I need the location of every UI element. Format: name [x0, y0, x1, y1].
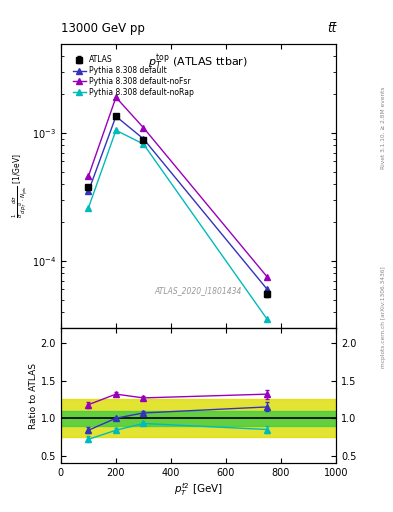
Pythia 8.308 default — [86, 188, 91, 195]
Pythia 8.308 default-noFsr — [86, 173, 91, 179]
Pythia 8.308 default — [141, 136, 146, 142]
Y-axis label: Ratio to ATLAS: Ratio to ATLAS — [29, 362, 38, 429]
Pythia 8.308 default — [114, 113, 118, 119]
Pythia 8.308 default-noRap — [265, 316, 270, 323]
Text: Rivet 3.1.10, ≥ 2.8M events: Rivet 3.1.10, ≥ 2.8M events — [381, 87, 386, 169]
Bar — [61, 399, 336, 437]
Y-axis label: $\frac{1}{\sigma}\frac{d\sigma}{d\,p_T^{t2}\cdot N_{\rm jets}}$ [1/GeV]: $\frac{1}{\sigma}\frac{d\sigma}{d\,p_T^{… — [11, 153, 31, 218]
Line: Pythia 8.308 default-noFsr: Pythia 8.308 default-noFsr — [86, 95, 270, 280]
Line: Pythia 8.308 default: Pythia 8.308 default — [86, 114, 270, 292]
Pythia 8.308 default-noRap — [141, 141, 146, 147]
Text: tt̅: tt̅ — [327, 22, 336, 35]
Pythia 8.308 default-noFsr — [265, 274, 270, 280]
Line: Pythia 8.308 default-noRap: Pythia 8.308 default-noRap — [86, 127, 270, 322]
Text: mcplots.cern.ch [arXiv:1306.3436]: mcplots.cern.ch [arXiv:1306.3436] — [381, 267, 386, 368]
Text: $p_T^{\rm top}$ (ATLAS ttbar): $p_T^{\rm top}$ (ATLAS ttbar) — [149, 52, 248, 72]
Text: 13000 GeV pp: 13000 GeV pp — [61, 22, 145, 35]
Pythia 8.308 default — [265, 286, 270, 292]
Pythia 8.308 default-noFsr — [141, 124, 146, 131]
Pythia 8.308 default-noRap — [114, 127, 118, 133]
Legend: ATLAS, Pythia 8.308 default, Pythia 8.308 default-noFsr, Pythia 8.308 default-no: ATLAS, Pythia 8.308 default, Pythia 8.30… — [70, 53, 196, 99]
Text: ATLAS_2020_I1801434: ATLAS_2020_I1801434 — [155, 286, 242, 295]
X-axis label: $p_T^{t2}$ [GeV]: $p_T^{t2}$ [GeV] — [174, 481, 223, 498]
Pythia 8.308 default-noRap — [86, 205, 91, 211]
Bar — [61, 411, 336, 426]
Pythia 8.308 default-noFsr — [114, 94, 118, 100]
